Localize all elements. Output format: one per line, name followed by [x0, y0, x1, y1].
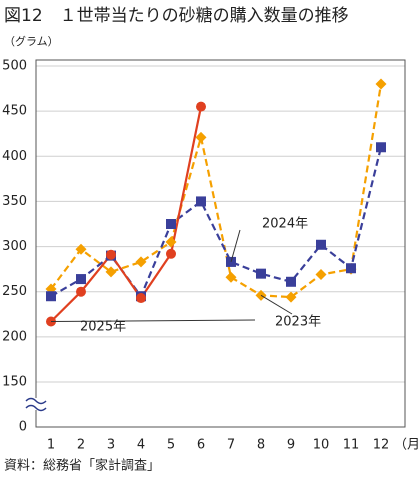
point	[46, 291, 56, 302]
point	[105, 266, 117, 278]
y-tick-label: 500	[2, 59, 27, 74]
axis-break	[25, 397, 47, 412]
plot-frame	[35, 59, 406, 428]
leader-line	[260, 294, 293, 315]
source: 資料：総務省「家計調査」	[4, 458, 160, 474]
series-line	[50, 106, 203, 323]
x-axis-label: （月）	[394, 438, 420, 453]
x-tick-label: 1	[47, 438, 55, 453]
y-tick-label: 0	[19, 420, 27, 435]
x-tick-label: 12	[373, 438, 390, 453]
point	[196, 196, 206, 207]
y-tick-label: 350	[2, 194, 27, 209]
y-tick-label: 200	[2, 329, 27, 344]
point	[165, 236, 177, 248]
y-tick-label: 400	[2, 149, 27, 164]
point	[196, 101, 206, 112]
x-tick-label: 8	[257, 438, 265, 453]
point	[225, 271, 237, 283]
point	[106, 249, 116, 260]
x-tick-label: 6	[197, 438, 205, 453]
x-tick-label: 3	[107, 438, 115, 453]
x-tick-label: 9	[287, 438, 295, 453]
y-tick-label: 450	[2, 104, 27, 119]
y-axis-label: （グラム）	[4, 34, 59, 48]
point	[166, 248, 176, 259]
point	[376, 142, 386, 153]
x-tick-label: 5	[167, 438, 175, 453]
point	[285, 291, 297, 303]
series-line	[50, 146, 383, 299]
leader-line	[50, 319, 256, 323]
point	[346, 263, 356, 274]
series-line	[50, 83, 383, 299]
point	[135, 256, 147, 268]
x-tick-label: 11	[343, 438, 360, 453]
point	[76, 274, 86, 285]
y-tick-label: 300	[2, 239, 27, 254]
point	[166, 219, 176, 229]
x-tick-label: 4	[137, 438, 145, 453]
point	[75, 243, 87, 255]
x-tick-label: 10	[313, 438, 330, 453]
point	[256, 268, 266, 279]
y-tick-label: 250	[2, 284, 27, 299]
point	[76, 286, 86, 297]
point	[195, 131, 207, 143]
x-tick-label: 7	[227, 438, 235, 453]
point	[286, 276, 296, 287]
point	[316, 239, 326, 250]
point	[375, 78, 387, 90]
x-tick-label: 2	[77, 438, 85, 453]
axis-break-gap	[26, 398, 46, 410]
series-label: 2023年	[275, 315, 321, 330]
chart-title: 図12 １世帯当たりの砂糖の購入数量の推移	[4, 6, 349, 26]
leader-line	[230, 229, 241, 263]
series-label: 2025年	[80, 320, 126, 335]
series-label: 2024年	[262, 217, 308, 232]
point	[315, 269, 327, 281]
point	[136, 293, 146, 304]
y-tick-label: 150	[2, 375, 27, 390]
